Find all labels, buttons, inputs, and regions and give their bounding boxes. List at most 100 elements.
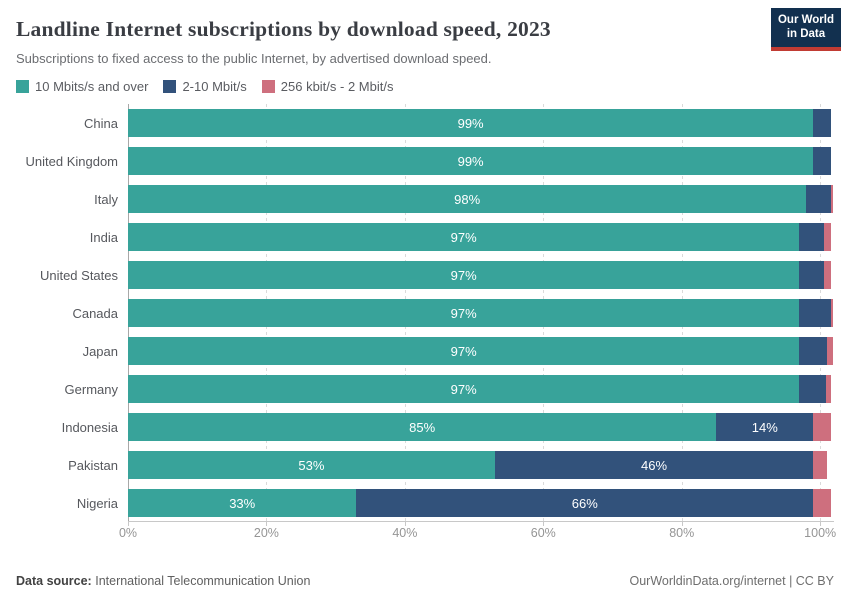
bar-track: 85% 14% [128, 413, 834, 441]
bar-track: 97% [128, 261, 834, 289]
bar-segment-10-mbits-s-and-over[interactable]: 97% [128, 375, 800, 403]
owid-logo-line2: in Data [786, 28, 826, 41]
legend-item-256kbit-2mbit[interactable]: 256 kbit/s - 2 Mbit/s [261, 79, 393, 94]
bar-segment-10-mbits-s-and-over[interactable]: 97% [128, 299, 800, 327]
bar-segment-10-mbits-s-and-over[interactable]: 99% [128, 147, 814, 175]
bar-value-label: 66% [571, 495, 598, 511]
bar-track: 99% [128, 109, 834, 137]
bar-row-india: India 97% [16, 218, 834, 256]
bar-segment-256-kbit-s-2-mbit-s[interactable] [827, 337, 833, 365]
country-label-nigeria[interactable]: Nigeria [76, 495, 118, 511]
owid-logo-line1: Our World [777, 14, 834, 26]
bar-value-label: 97% [450, 305, 477, 321]
data-source-value: International Telecommunication Union [95, 574, 311, 588]
bar-segment-2-10-mbit-s[interactable] [799, 299, 831, 327]
x-axis: 0% 20% 40% 60% 80% 100% [119, 522, 837, 546]
bar-track: 97% [128, 375, 834, 403]
bar-segment-2-10-mbit-s[interactable] [806, 185, 831, 213]
tick-mark-100 [820, 521, 822, 526]
bar-value-label: 98% [454, 191, 481, 207]
bar-segment-2-10-mbit-s[interactable] [813, 147, 831, 175]
bar-segment-256-kbit-s-2-mbit-s[interactable] [813, 489, 831, 517]
bar-segment-10-mbits-s-and-over[interactable]: 53% [128, 451, 495, 479]
legend-item-10mbits-and-over[interactable]: 10 Mbits/s and over [16, 79, 148, 94]
bar-row-japan: Japan 97% [16, 332, 834, 370]
bar-segment-2-10-mbit-s[interactable]: 66% [356, 489, 814, 517]
bar-row-canada: Canada 97% [16, 294, 834, 332]
country-label-italy[interactable]: Italy [94, 191, 118, 207]
legend-swatch-teal [16, 80, 29, 93]
bar-segment-2-10-mbit-s[interactable] [799, 375, 826, 403]
country-label-china[interactable]: China [84, 115, 118, 131]
bar-row-pakistan: Pakistan 53% 46% [16, 446, 834, 484]
country-label-germany[interactable]: Germany [64, 381, 118, 397]
bar-segment-10-mbits-s-and-over[interactable]: 97% [128, 337, 800, 365]
bar-segment-10-mbits-s-and-over[interactable]: 97% [128, 261, 800, 289]
bar-segment-10-mbits-s-and-over[interactable]: 85% [128, 413, 717, 441]
data-source: Data source: International Telecommunica… [16, 574, 310, 588]
tick-mark-60 [543, 521, 545, 526]
country-label-pakistan[interactable]: Pakistan [68, 457, 118, 473]
bar-row-germany: Germany 97% [16, 370, 834, 408]
bar-segment-10-mbits-s-and-over[interactable]: 98% [128, 185, 807, 213]
bar-value-label: 99% [457, 115, 484, 131]
bar-row-china: China 99% [16, 104, 834, 142]
bar-track: 97% [128, 299, 834, 327]
bar-value-label: 97% [450, 343, 477, 359]
bar-segment-256-kbit-s-2-mbit-s[interactable] [823, 261, 831, 289]
x-axis-tick-label: 80% [669, 526, 695, 540]
footer: Data source: International Telecommunica… [16, 574, 834, 588]
bar-segment-2-10-mbit-s[interactable] [799, 223, 824, 251]
bar-segment-10-mbits-s-and-over[interactable]: 33% [128, 489, 357, 517]
tick-mark-40 [404, 521, 406, 526]
bar-segment-2-10-mbit-s[interactable]: 46% [494, 451, 814, 479]
tick-mark-80 [681, 521, 683, 526]
bar-track: 97% [128, 223, 834, 251]
bar-value-label: 53% [298, 457, 325, 473]
bar-segment-256-kbit-s-2-mbit-s[interactable] [830, 299, 834, 327]
bar-segment-10-mbits-s-and-over[interactable]: 97% [128, 223, 800, 251]
bar-track: 97% [128, 337, 834, 365]
page-subtitle: Subscriptions to fixed access to the pub… [16, 51, 492, 66]
x-axis-tick-label: 40% [392, 526, 418, 540]
bar-value-label: 14% [751, 419, 778, 435]
tick-mark-0 [128, 521, 129, 526]
country-label-canada[interactable]: Canada [72, 305, 118, 321]
bar-value-label: 97% [450, 229, 477, 245]
bar-value-label: 46% [641, 457, 668, 473]
legend-label: 10 Mbits/s and over [35, 79, 149, 94]
plot-area: China 99% United Kingdom 99% Italy 98% India 97… [16, 104, 834, 526]
x-axis-tick-label: 20% [253, 526, 279, 540]
bar-segment-10-mbits-s-and-over[interactable]: 99% [128, 109, 814, 137]
country-label-japan[interactable]: Japan [82, 343, 118, 359]
legend-item-2-10mbit[interactable]: 2-10 Mbit/s [163, 79, 247, 94]
bar-segment-256-kbit-s-2-mbit-s[interactable] [823, 223, 831, 251]
bar-row-united-kingdom: United Kingdom 99% [16, 142, 834, 180]
bar-segment-256-kbit-s-2-mbit-s[interactable] [813, 413, 831, 441]
bar-row-nigeria: Nigeria 33% 66% [16, 484, 834, 522]
bar-segment-2-10-mbit-s[interactable] [799, 261, 824, 289]
x-axis-tick-label: 0% [118, 526, 138, 540]
x-axis-tick-label: 100% [804, 526, 837, 540]
bar-segment-256-kbit-s-2-mbit-s[interactable] [830, 185, 834, 213]
bar-segment-256-kbit-s-2-mbit-s[interactable] [825, 375, 832, 403]
owid-logo[interactable]: Our World in Data [770, 8, 841, 51]
bar-row-indonesia: Indonesia 85% 14% [16, 408, 834, 446]
country-label-united-kingdom[interactable]: United Kingdom [25, 153, 119, 169]
country-label-united-states[interactable]: United States [39, 267, 118, 283]
bar-segment-256-kbit-s-2-mbit-s[interactable] [813, 451, 828, 479]
legend-swatch-rose [261, 80, 275, 93]
country-label-india[interactable]: India [89, 229, 118, 245]
data-source-label: Data source: [16, 574, 92, 588]
country-label-indonesia[interactable]: Indonesia [61, 419, 118, 435]
bar-track: 98% [128, 185, 834, 213]
bar-segment-2-10-mbit-s[interactable]: 14% [716, 413, 814, 441]
stacked-bar-chart: China 99% United Kingdom 99% Italy 98% India 97… [16, 104, 837, 546]
bar-value-label: 33% [229, 495, 256, 511]
legend-label: 2-10 Mbit/s [182, 79, 247, 94]
credit-link[interactable]: OurWorldinData.org/internet | CC BY [629, 574, 835, 588]
legend: 10 Mbits/s and over 2-10 Mbit/s 256 kbit… [16, 79, 834, 94]
bar-segment-2-10-mbit-s[interactable] [799, 337, 828, 365]
bar-segment-2-10-mbit-s[interactable] [813, 109, 831, 137]
